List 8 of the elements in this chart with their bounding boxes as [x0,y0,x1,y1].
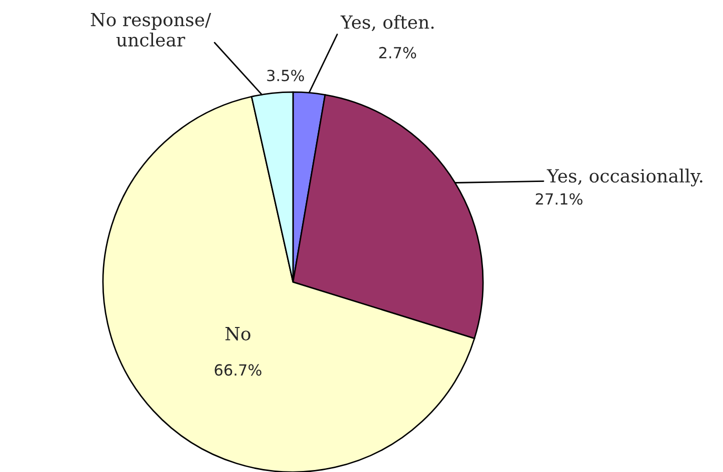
data-label: 2.7% [379,46,416,58]
data-label: 66.7% [214,364,262,376]
data-label: 27.1% [536,193,582,205]
slice-label: Yes, occasionally. [546,168,702,186]
slice-label: No response/ unclear [90,12,212,47]
data-label: 3.5% [267,70,304,82]
slice-label: No [225,327,250,340]
slice-label: Yes, often. [340,14,434,32]
